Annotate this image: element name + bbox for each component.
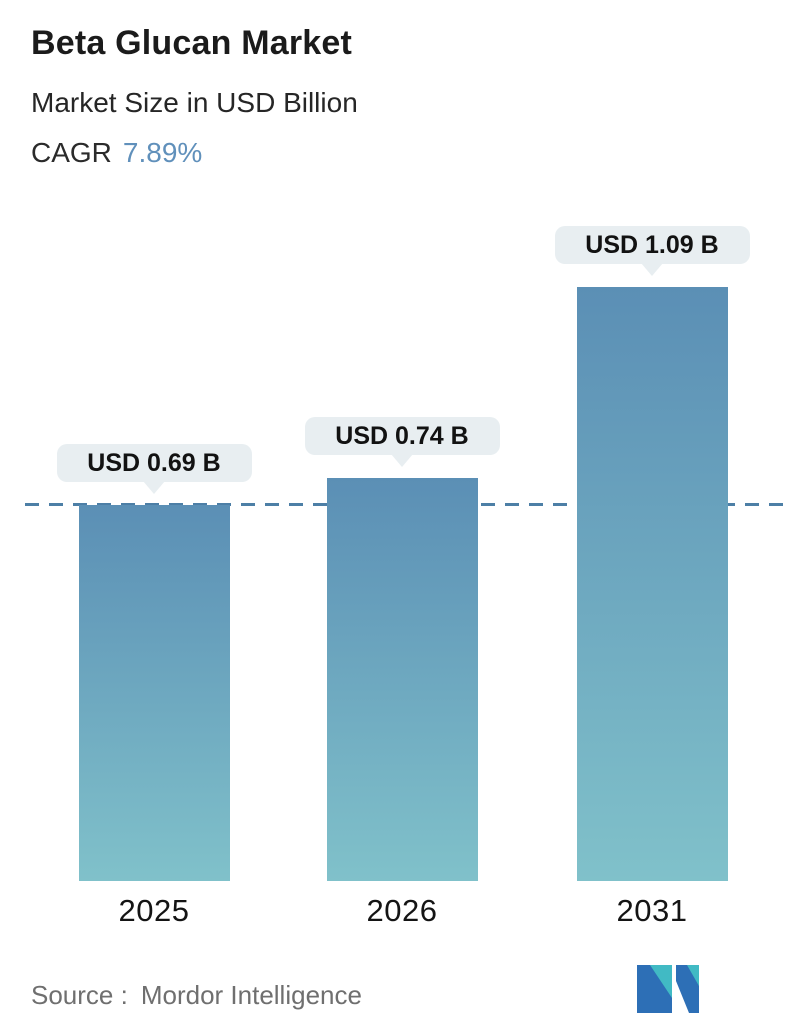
mordor-intelligence-logo: [637, 965, 699, 1013]
bar-2025: [78, 505, 230, 881]
source-label: Source :: [31, 980, 128, 1010]
value-callout-2031: USD 1.09 B: [554, 226, 750, 264]
cagr-label: CAGR: [31, 137, 112, 168]
source-value: Mordor Intelligence: [140, 980, 362, 1010]
bar-2031: [576, 287, 728, 881]
value-callout-2026: USD 0.74 B: [304, 417, 500, 455]
x-axis-label-2031: 2031: [616, 893, 688, 928]
cagr-value: 7.89%: [122, 137, 203, 168]
chart-subtitle: Market Size in USD Billion: [31, 87, 358, 118]
x-axis-label-2026: 2026: [366, 893, 438, 928]
bar-2026: [326, 478, 478, 881]
source-text: Source : Mordor Intelligence: [31, 980, 362, 1011]
cagr-row: CAGR 7.89%: [31, 137, 202, 169]
value-callout-2025: USD 0.69 B: [56, 444, 252, 482]
page-title: Beta Glucan Market: [31, 24, 353, 62]
x-axis-label-2025: 2025: [118, 893, 190, 928]
